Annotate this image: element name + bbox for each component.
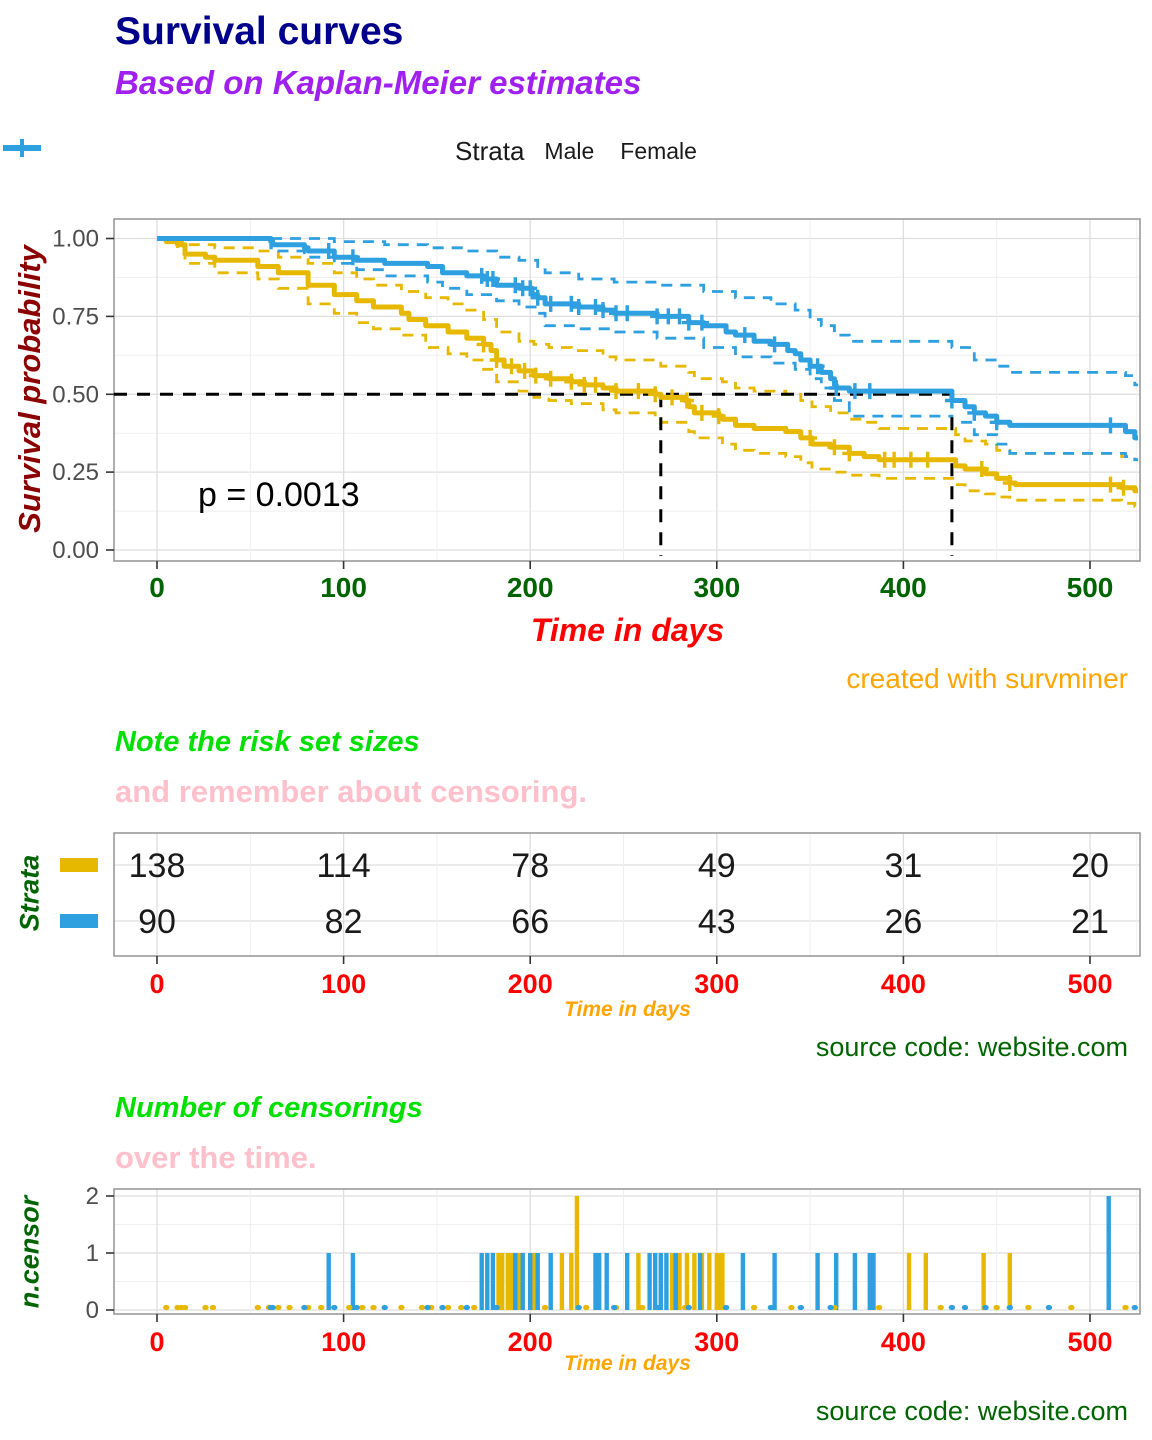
page-title: Survival curves xyxy=(115,10,404,53)
svg-text:p = 0.0013: p = 0.0013 xyxy=(198,476,360,514)
legend-title: Strata xyxy=(455,136,525,166)
survminer-caption: created with survminer xyxy=(846,663,1128,694)
legend-items: Male Female xyxy=(3,138,697,165)
risk-table-x-axis: 0 100 200 300 400 500 xyxy=(149,956,1113,999)
svg-text:0.75: 0.75 xyxy=(52,303,99,330)
risk-count-female-400: 26 xyxy=(884,903,922,941)
censor-y-axis-title: n.censor xyxy=(14,1195,45,1309)
risk-table-note-line2: and remember about censoring. xyxy=(115,774,587,809)
svg-text:0: 0 xyxy=(86,1297,99,1324)
main-y-axis-title: Survival probability xyxy=(12,245,47,533)
risk-table-note-line1: Note the risk set sizes xyxy=(115,726,420,758)
risk-count-male-0: 138 xyxy=(129,847,186,885)
svg-text:200: 200 xyxy=(508,969,553,999)
risk-count-female-300: 43 xyxy=(698,903,736,941)
risk-table-row-female: 90 82 66 43 26 21 xyxy=(60,903,1109,941)
female-strata-swatch xyxy=(60,914,98,928)
svg-text:300: 300 xyxy=(694,969,739,999)
svg-text:0: 0 xyxy=(149,572,165,603)
legend-item-female: Female xyxy=(3,138,697,165)
censor-x-axis: 0 100 200 300 400 500 xyxy=(149,1314,1113,1357)
svg-text:0: 0 xyxy=(149,1327,164,1357)
svg-text:0.50: 0.50 xyxy=(52,381,99,408)
risk-table-x-axis-title: Time in days xyxy=(564,998,691,1021)
censor-bars-female xyxy=(326,1196,1111,1310)
svg-text:1.00: 1.00 xyxy=(52,226,99,253)
censor-y-axis: 0 1 2 xyxy=(86,1183,114,1324)
censor-x-axis-title: Time in days xyxy=(564,1352,691,1375)
svg-text:2: 2 xyxy=(86,1183,99,1210)
main-x-axis: 0 100 200 300 400 500 xyxy=(149,561,1113,603)
risk-count-female-500: 21 xyxy=(1071,903,1109,941)
main-y-axis: 0.00 0.25 0.50 0.75 1.00 xyxy=(52,226,114,564)
pvalue-label: p = 0.0013 xyxy=(198,476,360,514)
male-confidence-band xyxy=(157,237,1138,508)
risk-count-male-100: 114 xyxy=(316,847,370,885)
censor-note-line2: over the time. xyxy=(115,1140,317,1175)
female-confidence-band xyxy=(157,237,1138,462)
source-caption-2: source code: website.com xyxy=(815,1396,1128,1426)
source-caption-1: source code: website.com xyxy=(815,1032,1128,1062)
male-strata-swatch xyxy=(60,858,98,872)
svg-text:100: 100 xyxy=(321,969,366,999)
svg-text:100: 100 xyxy=(321,1327,366,1357)
risk-count-male-200: 78 xyxy=(511,847,549,885)
risk-count-male-300: 49 xyxy=(698,847,736,885)
main-x-axis-title: Time in days xyxy=(530,612,725,648)
risk-count-female-100: 82 xyxy=(325,903,363,941)
svg-text:0.25: 0.25 xyxy=(52,459,99,486)
svg-text:400: 400 xyxy=(881,1327,926,1357)
svg-text:300: 300 xyxy=(694,1327,739,1357)
censor-zero-marks-female xyxy=(267,1304,1139,1311)
svg-text:300: 300 xyxy=(693,572,740,603)
strata-legend: Strata Male Female xyxy=(0,136,1152,167)
risk-count-male-400: 31 xyxy=(884,847,922,885)
female-key-icon xyxy=(3,139,41,157)
svg-text:500: 500 xyxy=(1067,969,1112,999)
svg-text:200: 200 xyxy=(507,572,554,603)
svg-text:400: 400 xyxy=(881,969,926,999)
legend-label: Male xyxy=(544,138,595,164)
median-reference-lines xyxy=(114,392,954,556)
svg-text:100: 100 xyxy=(320,572,367,603)
svg-text:500: 500 xyxy=(1067,572,1114,603)
risk-count-female-200: 66 xyxy=(511,903,549,941)
female-censor-marks xyxy=(321,243,1118,434)
svg-text:0: 0 xyxy=(149,969,164,999)
svg-text:1: 1 xyxy=(86,1240,99,1267)
svg-text:200: 200 xyxy=(508,1327,553,1357)
risk-count-female-0: 90 xyxy=(138,903,176,941)
svg-text:500: 500 xyxy=(1067,1327,1112,1357)
svg-text:400: 400 xyxy=(880,572,927,603)
male-censor-marks xyxy=(476,336,1131,496)
page-subtitle: Based on Kaplan-Meier estimates xyxy=(115,64,642,101)
risk-count-male-500: 20 xyxy=(1071,847,1109,885)
risk-table xyxy=(113,832,1141,957)
svg-text:0.00: 0.00 xyxy=(52,537,99,564)
risk-table-y-axis-title: Strata xyxy=(14,854,45,932)
censor-note-line1: Number of censorings xyxy=(115,1092,423,1124)
legend-label: Female xyxy=(620,138,697,164)
risk-table-row-male: 138 114 78 49 31 20 xyxy=(60,847,1109,885)
